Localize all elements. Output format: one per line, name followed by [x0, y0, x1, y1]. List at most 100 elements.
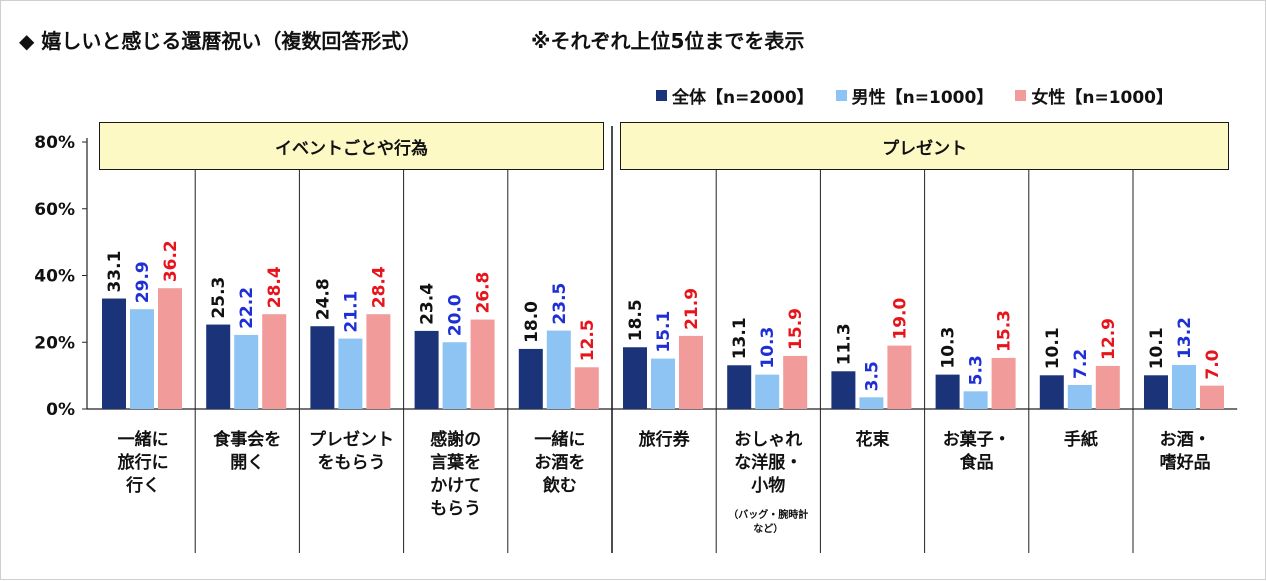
y-tick-label: 60% — [34, 200, 75, 220]
data-label-female: 21.9 — [682, 288, 702, 330]
data-label-male: 15.1 — [654, 311, 674, 353]
bar-male — [546, 330, 571, 409]
bar-male — [1067, 384, 1092, 409]
legend-label-total: 全体【n=2000】 — [672, 88, 814, 108]
data-label-female: 36.2 — [161, 240, 181, 282]
y-tick-label: 0% — [46, 400, 75, 420]
bar-female — [158, 288, 182, 409]
data-label-female: 28.4 — [265, 266, 285, 308]
legend-item-total: 全体【n=2000】 — [656, 83, 814, 108]
data-label-male: 5.3 — [967, 355, 987, 385]
category-label: 花束 — [855, 430, 890, 450]
legend-swatch-male — [835, 90, 847, 101]
bar-male — [442, 342, 467, 409]
category-label: おしゃれ な洋服・ 小物 — [734, 430, 803, 496]
data-label-female: 15.3 — [995, 310, 1015, 352]
legend-swatch-total — [656, 90, 667, 101]
group-header-1: イベントごとや行為 — [99, 122, 604, 170]
bar-total — [102, 298, 126, 409]
legend-label-female: 女性【n=1000】 — [1031, 88, 1174, 108]
data-label-male: 20.0 — [446, 294, 466, 336]
data-label-total: 11.3 — [834, 323, 854, 365]
data-label-total: 13.1 — [730, 317, 750, 359]
category-label: 旅行券 — [638, 430, 690, 450]
category-label: プレゼント をもらう — [309, 430, 394, 473]
chart-note: ※それぞれ上位5位までを表示 — [531, 29, 805, 53]
category-label: 感謝の 言葉を かけて もらう — [430, 430, 482, 519]
data-label-total: 33.1 — [105, 251, 125, 293]
data-label-female: 7.0 — [1203, 349, 1223, 379]
bar-male — [1172, 364, 1196, 409]
y-tick-label: 20% — [34, 333, 75, 353]
category-note: （バッグ・腕時計 など） — [728, 510, 809, 535]
bar-total — [1039, 375, 1064, 409]
bar-total — [310, 326, 335, 409]
data-label-male: 3.5 — [862, 361, 882, 391]
data-label-total: 10.1 — [1147, 327, 1167, 369]
data-label-female: 26.8 — [474, 272, 494, 314]
bar-female — [366, 314, 391, 409]
bar-male — [338, 338, 363, 409]
bar-total — [414, 330, 439, 409]
bar-total — [206, 324, 231, 409]
bar-female — [783, 355, 808, 409]
data-label-female: 28.4 — [369, 266, 389, 308]
data-label-total: 10.1 — [1043, 327, 1063, 369]
category-label: 食事会を 開く — [213, 430, 282, 473]
bar-male — [859, 397, 884, 409]
bar-male — [651, 358, 675, 409]
data-label-male: 13.2 — [1175, 317, 1195, 359]
bar-female — [262, 314, 287, 409]
bar-male — [755, 374, 780, 409]
bar-total — [935, 374, 960, 409]
bar-female — [887, 345, 912, 409]
data-label-total: 10.3 — [939, 327, 959, 369]
category-label: お菓子・ 食品 — [942, 430, 1011, 473]
category-label: 一緒に お酒を 飲む — [534, 430, 586, 496]
data-label-female: 12.5 — [578, 319, 598, 361]
y-tick-label: 40% — [34, 267, 75, 287]
data-label-male: 29.9 — [133, 261, 153, 303]
data-label-total: 25.3 — [209, 277, 229, 319]
bar-female — [1095, 365, 1120, 409]
legend-label-male: 男性【n=1000】 — [851, 88, 994, 108]
data-label-male: 23.5 — [550, 283, 570, 325]
data-label-female: 19.0 — [890, 297, 910, 339]
category-label: 一緒に 旅行に 行く — [117, 430, 169, 496]
bar-total — [623, 347, 647, 409]
bar-male — [234, 334, 259, 409]
data-label-total: 18.5 — [626, 299, 646, 341]
bar-female — [470, 319, 495, 409]
bar-male — [130, 309, 154, 409]
data-label-male: 7.2 — [1071, 349, 1091, 379]
data-label-male: 10.3 — [758, 327, 778, 369]
bar-total — [727, 365, 752, 409]
chart-title: ◆ 嬉しいと感じる還暦祝い（複数回答形式） — [19, 29, 422, 53]
legend-swatch-female — [1015, 90, 1027, 101]
bar-male — [963, 391, 988, 409]
legend-item-female: 女性【n=1000】 — [1015, 83, 1173, 108]
category-label: 手紙 — [1063, 430, 1098, 450]
data-label-total: 24.8 — [313, 278, 333, 320]
bar-total — [518, 348, 543, 409]
bar-total — [1144, 375, 1168, 409]
data-label-male: 22.2 — [237, 287, 257, 329]
data-label-female: 15.9 — [786, 308, 806, 350]
data-label-male: 21.1 — [341, 291, 361, 333]
data-label-total: 23.4 — [418, 283, 438, 325]
data-label-total: 18.0 — [522, 301, 542, 343]
data-label-female: 12.9 — [1099, 318, 1119, 360]
bar-female — [1200, 385, 1224, 409]
bar-female — [991, 357, 1016, 409]
legend-item-male: 男性【n=1000】 — [835, 83, 994, 108]
legend: 全体【n=2000】 男性【n=1000】 女性【n=1000】 — [656, 83, 1173, 108]
y-tick-label: 80% — [34, 133, 75, 153]
group-header-2: プレゼント — [620, 122, 1230, 170]
bar-female — [679, 335, 703, 409]
bar-female — [574, 367, 599, 409]
bar-total — [831, 371, 856, 409]
category-label: お酒・ 嗜好品 — [1159, 430, 1211, 473]
